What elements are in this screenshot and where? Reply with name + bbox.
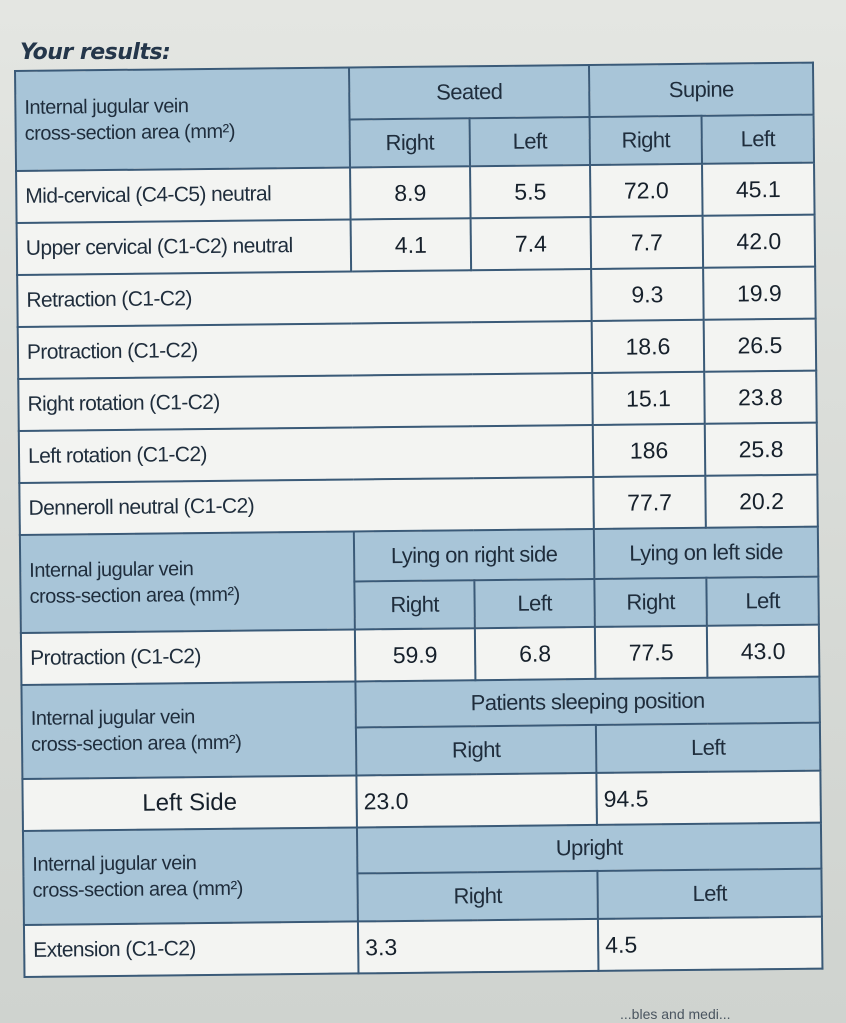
group-upright: Upright (356, 822, 822, 874)
ls-right-header: Right (594, 577, 707, 627)
upright-left-value: 4.5 (597, 916, 823, 971)
section1-label-line1: Internal jugular vein (24, 95, 189, 119)
section1-label-line2: cross-section area (mm²) (24, 120, 236, 145)
row-label: Retraction (C1-C2) (17, 268, 592, 327)
table-row: Denneroll neutral (C1-C2) 77.7 20.2 (19, 474, 818, 535)
sleeping-left-header: Left (595, 722, 821, 773)
row-label: Left Side (22, 775, 357, 831)
row-label: Upper cervical (C1-C2) neutral (16, 219, 352, 275)
supine-left-value: 26.5 (703, 318, 817, 372)
ls-left-value: 43.0 (706, 624, 820, 678)
row-label: Denneroll neutral (C1-C2) (19, 476, 594, 535)
row-label: Right rotation (C1-C2) (18, 372, 593, 431)
sleeping-left-value: 94.5 (596, 770, 821, 825)
section4-header-label: Internal jugular vein cross-section area… (22, 827, 358, 925)
supine-left-value: 19.9 (703, 266, 816, 320)
section4-label-line2: cross-section area (mm²) (32, 877, 243, 902)
section3-label-line2: cross-section area (mm²) (30, 731, 242, 756)
supine-left-value: 25.8 (704, 422, 818, 476)
section2-header-label: Internal jugular vein cross-section area… (19, 531, 355, 633)
ls-left-header: Left (706, 576, 819, 626)
seated-left-value: 5.5 (470, 164, 591, 219)
rs-right-value: 59.9 (354, 628, 476, 682)
table-row: Protraction (C1-C2) 18.6 26.5 (17, 318, 817, 379)
footer-fragment: ...bles and medi... (620, 1006, 731, 1022)
rs-left-value: 6.8 (474, 626, 596, 681)
table-row: Left Side 23.0 94.5 (22, 770, 821, 831)
table-row: Mid-cervical (C4-C5) neutral 8.9 5.5 72.… (16, 162, 815, 223)
row-label: Left rotation (C1-C2) (18, 424, 594, 483)
supine-right-header: Right (589, 115, 703, 165)
section2-label-line1: Internal jugular vein (29, 558, 194, 582)
supine-right-value: 7.7 (590, 215, 704, 269)
supine-right-value: 9.3 (591, 267, 704, 321)
sleeping-right-value: 23.0 (356, 772, 597, 828)
group-lying-right-side: Lying on right side (353, 528, 595, 582)
seated-right-header: Right (349, 118, 471, 168)
section3-label-line1: Internal jugular vein (30, 706, 195, 730)
results-table-container: Internal jugular vein cross-section area… (14, 62, 823, 978)
supine-left-header: Left (701, 114, 815, 164)
supine-left-value: 23.8 (704, 370, 817, 424)
row-label: Protraction (C1-C2) (17, 320, 593, 379)
table-row: Upper cervical (C1-C2) neutral 4.1 7.4 7… (16, 214, 816, 275)
ls-right-value: 77.5 (594, 625, 708, 679)
seated-right-value: 4.1 (350, 218, 472, 272)
supine-right-value: 15.1 (592, 371, 705, 425)
supine-right-value: 72.0 (590, 163, 703, 217)
results-table: Internal jugular vein cross-section area… (14, 62, 823, 978)
section4-label-line1: Internal jugular vein (32, 852, 197, 876)
table-row: Extension (C1-C2) 3.3 4.5 (23, 916, 823, 977)
supine-right-value: 186 (592, 423, 706, 477)
upright-right-value: 3.3 (357, 918, 599, 974)
row-label: Mid-cervical (C4-C5) neutral (16, 167, 351, 223)
group-sleeping-position: Patients sleeping position (355, 676, 820, 728)
table-row: Retraction (C1-C2) 9.3 19.9 (17, 266, 816, 327)
supine-left-value: 42.0 (702, 214, 816, 268)
upright-right-header: Right (357, 870, 598, 922)
seated-left-value: 7.4 (470, 216, 592, 271)
seated-left-header: Left (469, 116, 591, 167)
supine-left-value: 20.2 (705, 474, 818, 528)
row-label: Protraction (C1-C2) (20, 629, 356, 685)
table-row: Right rotation (C1-C2) 15.1 23.8 (18, 370, 817, 431)
row-label: Extension (C1-C2) (23, 921, 359, 977)
sleeping-right-header: Right (355, 724, 597, 776)
supine-right-value: 77.7 (593, 475, 706, 529)
group-lying-left-side: Lying on left side (593, 526, 819, 579)
supine-right-value: 18.6 (591, 319, 705, 373)
seated-right-value: 8.9 (350, 166, 471, 220)
section2-label-line2: cross-section area (mm²) (29, 583, 240, 608)
supine-left-value: 45.1 (702, 162, 815, 216)
rs-left-header: Left (474, 578, 595, 629)
table-row: Left rotation (C1-C2) 186 25.8 (18, 422, 818, 483)
results-heading: Your results: (20, 40, 171, 65)
group-supine: Supine (588, 62, 814, 117)
group-seated: Seated (348, 64, 590, 120)
rs-right-header: Right (354, 580, 475, 630)
section1-header-label: Internal jugular vein cross-section area… (15, 67, 351, 171)
section3-header-label: Internal jugular vein cross-section area… (21, 681, 357, 779)
table-row: Protraction (C1-C2) 59.9 6.8 77.5 43.0 (20, 624, 820, 685)
upright-left-header: Left (597, 868, 822, 919)
